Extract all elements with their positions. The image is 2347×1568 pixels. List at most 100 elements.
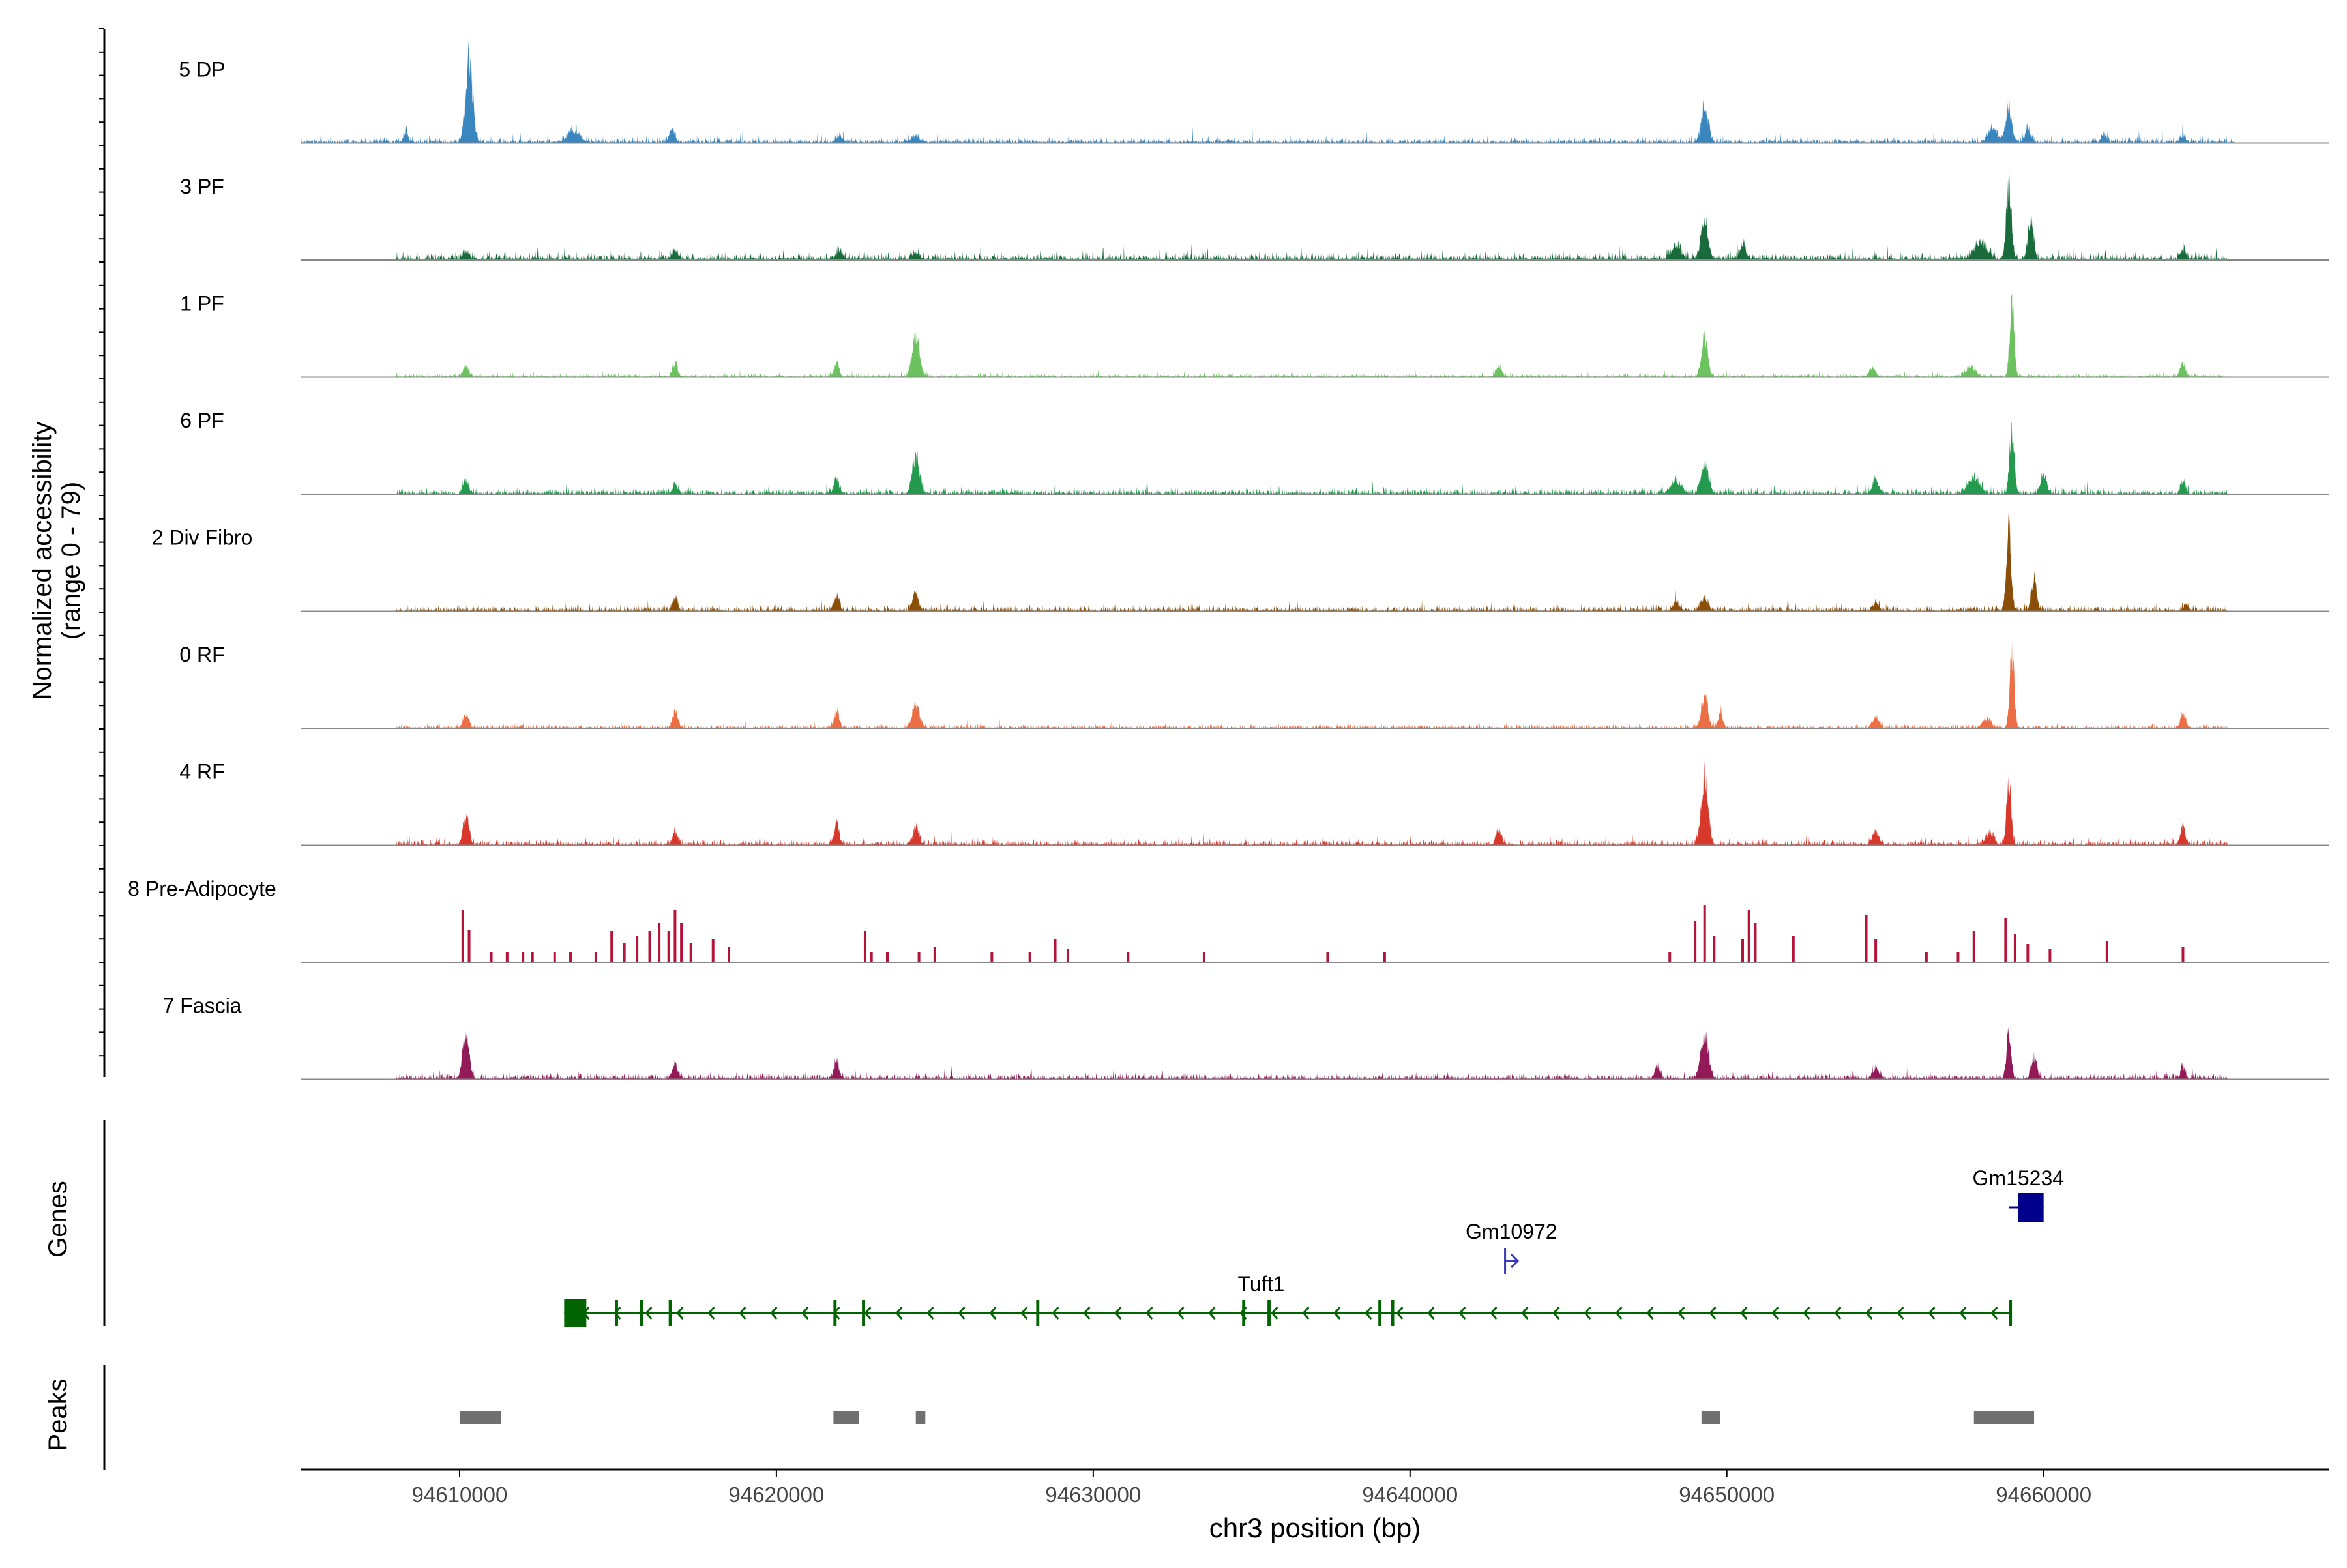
strand-arrow (926, 1307, 934, 1320)
gene-exon (564, 1299, 587, 1327)
peak-region (833, 1411, 859, 1424)
coverage-area (301, 641, 2234, 728)
gene-exon (862, 1300, 865, 1326)
strand-arrow (645, 1307, 653, 1320)
gene-exon (2009, 1300, 2013, 1326)
gene-exon (1378, 1300, 1382, 1326)
strand-arrow (1396, 1307, 1404, 1320)
peak-region (1701, 1411, 1720, 1424)
strand-arrow (1114, 1307, 1122, 1320)
gene-gm15234: Gm15234 (1973, 1166, 2065, 1222)
coverage-bar (490, 952, 493, 962)
peak-region (1973, 1411, 2035, 1424)
strand-arrow (1771, 1307, 1779, 1320)
axes: 94610000 94620000 94630000 94640000 94650000… (99, 28, 2329, 1507)
coverage-bar (689, 943, 692, 962)
gene-exon (615, 1300, 618, 1326)
coverage-bar (569, 952, 572, 962)
track-label: 5 DP (179, 58, 225, 81)
track-label: 3 PF (180, 175, 224, 198)
strand-arrow (1928, 1307, 1936, 1320)
strand-arrow (1865, 1307, 1873, 1320)
coverage-bar (933, 947, 936, 962)
strand-arrow (1302, 1307, 1310, 1320)
gene-exon (1267, 1300, 1271, 1326)
gene-label: Gm15234 (1973, 1166, 2065, 1190)
strand-arrow (864, 1307, 872, 1320)
coverage-bar (610, 931, 613, 962)
coverage-bar (1741, 939, 1745, 962)
strand-arrow (1959, 1307, 1967, 1320)
coverage-bar (1668, 952, 1672, 962)
x-tick-label: 94650000 (1679, 1483, 1775, 1507)
track-label: 0 RF (179, 643, 224, 666)
coverage-bar (1066, 949, 1069, 962)
y-axis-range-label: (range 0 - 79) (57, 482, 85, 640)
gene-exon (1391, 1300, 1395, 1326)
x-tick-label: 94630000 (1045, 1483, 1141, 1507)
coverage-bar (2048, 949, 2052, 962)
coverage-bar (531, 952, 534, 962)
track-label: 8 Pre-Adipocyte (128, 877, 276, 900)
gene-exon (1036, 1300, 1040, 1326)
peak-region (459, 1411, 501, 1424)
coverage-tracks: 5 DP 3 PF 1 PF 6 PF 2 Div Fibro 0 RF 4 RF 8 Pre… (128, 40, 2329, 1080)
strand-arrow (1646, 1307, 1654, 1320)
strand-arrow (1990, 1307, 1998, 1320)
track-label: 7 Fascia (163, 994, 242, 1018)
track-4-rf: 4 RF (179, 760, 2329, 846)
track-1-pf: 1 PF (180, 292, 2329, 378)
strand-arrow (1490, 1307, 1498, 1320)
coverage-bar (2013, 934, 2016, 962)
strand-arrow (1803, 1307, 1810, 1320)
strand-arrow (1083, 1307, 1091, 1320)
strand-arrow (1052, 1307, 1059, 1320)
track-label: 1 PF (180, 292, 224, 316)
coverage-bar (658, 923, 661, 962)
coverage-bar (1754, 923, 1757, 962)
x-axis-label: chr3 position (bp) (1209, 1513, 1421, 1543)
track-3-pf: 3 PF (180, 173, 2329, 261)
coverage-bar (917, 952, 921, 962)
coverage-bar (648, 931, 651, 962)
track-5-dp: 5 DP (179, 40, 2329, 144)
genes-panel-label: Genes (44, 1181, 72, 1258)
coverage-bar (1865, 915, 1868, 962)
coverage-bar (636, 936, 639, 962)
coverage-bar (505, 952, 509, 962)
x-tick-label: 94640000 (1362, 1483, 1458, 1507)
coverage-bar (467, 930, 471, 962)
strand-arrow (1177, 1307, 1185, 1320)
track-6-pf: 6 PF (180, 409, 2329, 495)
coverage-bar (1874, 939, 1878, 962)
coverage-area (301, 1027, 2234, 1080)
gene-gm10972: Gm10972 (1466, 1220, 1557, 1274)
x-tick-label: 94660000 (1996, 1483, 2091, 1507)
track-label: 2 Div Fibro (152, 526, 253, 550)
coverage-area (301, 173, 2234, 260)
coverage-area (301, 293, 2234, 377)
coverage-bar (863, 931, 866, 962)
coverage-area (301, 40, 2234, 143)
coverage-bar (1792, 936, 1795, 962)
coverage-bar (1326, 952, 1329, 962)
track-7-fascia: 7 Fascia (163, 994, 2329, 1080)
strand-arrow (1897, 1307, 1904, 1320)
gene-exon (1242, 1300, 1246, 1326)
strand-arrow (1677, 1307, 1685, 1320)
strand-arrow (1020, 1307, 1028, 1320)
strand-arrow (1552, 1307, 1560, 1320)
strand-arrow (1208, 1307, 1216, 1320)
strand-arrow (1521, 1307, 1529, 1320)
coverage-area (301, 760, 2234, 846)
coverage-bar (1028, 952, 1031, 962)
track-0-rf: 0 RF (179, 641, 2329, 729)
coverage-bar (553, 952, 556, 962)
track-2-div-fibro: 2 Div Fibro (152, 512, 2329, 612)
peak-region (915, 1411, 926, 1424)
strand-arrow (1709, 1307, 1717, 1320)
strand-arrow (676, 1307, 684, 1320)
strand-arrow (801, 1307, 809, 1320)
